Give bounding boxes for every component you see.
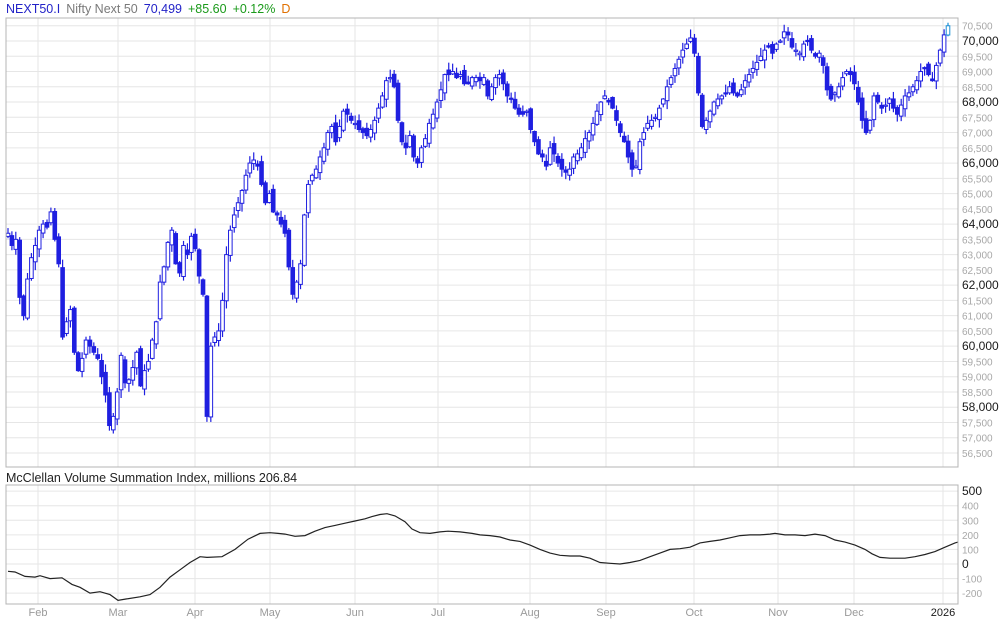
- y-tick-label: 65,000: [962, 190, 993, 201]
- x-month-label: Mar: [109, 607, 128, 619]
- y-tick-label: 70,500: [962, 22, 993, 33]
- oscillator-panel-frame: [5, 484, 959, 605]
- y-tick-label: 58,500: [962, 388, 993, 399]
- y-tick-label: 70,000: [962, 34, 999, 48]
- osc-tick-label: 400: [962, 502, 979, 513]
- oscillator-title: McClellan Volume Summation Index, millio…: [6, 471, 298, 485]
- oscillator-line: [7, 513, 959, 602]
- oscillator-gridlines: [6, 485, 958, 604]
- last-price: 70,499: [143, 2, 182, 16]
- y-tick-label: 66,500: [962, 144, 993, 155]
- price-change: +85.60: [187, 2, 227, 16]
- price-change-percent: +0.12%: [232, 2, 276, 16]
- y-tick-label: 66,000: [962, 156, 999, 170]
- x-month-label: Nov: [768, 607, 788, 619]
- y-tick-label: 58,000: [962, 400, 999, 414]
- osc-tick-label: 200: [962, 531, 979, 542]
- y-tick-label: 69,500: [962, 52, 993, 63]
- y-tick-label: 60,500: [962, 327, 993, 338]
- y-tick-label: 68,000: [962, 95, 999, 109]
- x-month-label: Dec: [844, 607, 864, 619]
- x-month-label: Jun: [346, 607, 364, 619]
- y-tick-label: 57,500: [962, 418, 993, 429]
- y-tick-label: 60,000: [962, 339, 999, 353]
- x-month-label: Oct: [685, 607, 702, 619]
- y-tick-label: 62,000: [962, 278, 999, 292]
- osc-tick-label: -100: [962, 575, 982, 586]
- osc-tick-label: -200: [962, 589, 982, 600]
- price-panel-frame: [5, 17, 959, 468]
- x-month-label: Sep: [596, 607, 616, 619]
- y-tick-label: 59,000: [962, 373, 993, 384]
- y-tick-label: 68,500: [962, 83, 993, 94]
- y-tick-label: 64,000: [962, 217, 999, 231]
- x-month-label: Jul: [431, 607, 445, 619]
- price-gridlines: [6, 18, 958, 467]
- osc-tick-label: 300: [962, 516, 979, 527]
- osc-tick-label: 100: [962, 545, 979, 556]
- y-tick-label: 67,500: [962, 113, 993, 124]
- y-tick-label: 61,000: [962, 312, 993, 323]
- instrument-name: Nifty Next 50: [66, 2, 138, 16]
- y-tick-label: 67,000: [962, 129, 993, 140]
- y-tick-label: 57,000: [962, 434, 993, 445]
- chart-header: NEXT50.I Nifty Next 50 70,499 +85.60 +0.12% D: [6, 2, 296, 18]
- y-tick-label: 61,500: [962, 296, 993, 307]
- x-month-label: May: [260, 607, 281, 619]
- osc-tick-label: 500: [962, 484, 982, 498]
- y-tick-label: 56,500: [962, 449, 993, 460]
- y-tick-label: 69,000: [962, 68, 993, 79]
- x-month-label: Apr: [186, 607, 203, 619]
- y-tick-label: 63,500: [962, 235, 993, 246]
- x-month-label: Aug: [520, 607, 540, 619]
- osc-tick-label: 0: [962, 557, 969, 571]
- time-x-axis: Feb Mar Apr May Jun Jul Aug Sep Oct Nov Dec 2026: [29, 607, 956, 619]
- y-tick-label: 64,500: [962, 205, 993, 216]
- y-tick-label: 63,000: [962, 251, 993, 262]
- candlestick-series: [5, 22, 951, 434]
- y-tick-label: 62,500: [962, 266, 993, 277]
- symbol-label[interactable]: NEXT50.I: [6, 2, 61, 16]
- y-tick-label: 65,500: [962, 174, 993, 185]
- x-month-label: 2026: [931, 607, 955, 619]
- period-selector[interactable]: D: [281, 2, 291, 16]
- x-month-label: Feb: [29, 607, 48, 619]
- y-tick-label: 59,500: [962, 357, 993, 368]
